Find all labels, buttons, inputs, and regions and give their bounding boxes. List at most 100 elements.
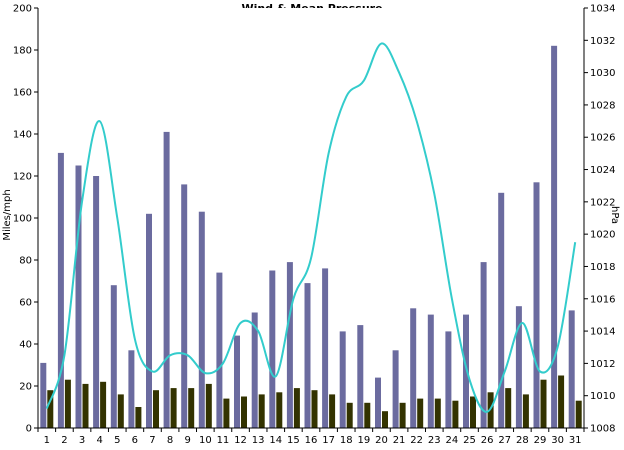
- bar-wind-run: [110, 285, 117, 428]
- x-tick-label: 10: [199, 435, 212, 446]
- x-tick-label: 28: [516, 435, 529, 446]
- x-tick-label: 16: [305, 435, 318, 446]
- axes: 0204060801001201401601802001008101010121…: [13, 4, 616, 447]
- bar-max-gust: [223, 398, 230, 428]
- bar-max-gust: [47, 390, 54, 428]
- x-tick-label: 24: [446, 435, 459, 446]
- bar-wind-run: [146, 213, 152, 428]
- bar-wind-run: [392, 350, 399, 428]
- y-tick-label: 0: [26, 424, 32, 435]
- x-tick-label: 6: [132, 435, 138, 446]
- bar-max-gust: [558, 375, 565, 428]
- y2-tick-label: 1014: [590, 327, 615, 338]
- bar-max-gust: [575, 400, 582, 428]
- bar-wind-run: [568, 310, 575, 428]
- y2-tick-label: 1016: [590, 294, 615, 305]
- bar-max-gust: [329, 394, 336, 428]
- x-tick-label: 19: [357, 435, 370, 446]
- bar-max-gust: [417, 398, 424, 428]
- bar-max-gust: [399, 402, 406, 428]
- x-tick-label: 17: [322, 435, 335, 446]
- bar-wind-run: [498, 192, 505, 428]
- bar-max-gust: [241, 396, 247, 428]
- bar-max-gust: [470, 396, 476, 428]
- x-tick-label: 8: [167, 435, 173, 446]
- x-tick-label: 1: [44, 435, 50, 446]
- bar-max-gust: [82, 383, 89, 428]
- x-tick-label: 30: [551, 435, 564, 446]
- y2-tick-label: 1012: [590, 359, 615, 370]
- y2-tick-label: 1020: [590, 230, 615, 241]
- x-tick-label: 29: [534, 435, 547, 446]
- bar-wind-run: [533, 182, 540, 428]
- bar-wind-run: [410, 308, 417, 428]
- y-tick-label: 100: [13, 214, 32, 225]
- bar-wind-run: [551, 45, 558, 429]
- x-tick-label: 4: [96, 435, 102, 446]
- x-tick-label: 15: [287, 435, 300, 446]
- bar-max-gust: [170, 388, 177, 428]
- x-tick-label: 21: [393, 435, 406, 446]
- x-tick-label: 5: [114, 435, 120, 446]
- bar-max-gust: [258, 394, 265, 428]
- y2-tick-label: 1034: [590, 4, 615, 15]
- bar-wind-run: [198, 211, 205, 428]
- bar-max-gust: [311, 390, 318, 428]
- y2-tick-label: 1010: [590, 391, 615, 402]
- bar-max-gust: [346, 402, 353, 428]
- bar-wind-run: [181, 184, 188, 428]
- x-tick-label: 3: [79, 435, 85, 446]
- x-tick-label: 18: [340, 435, 353, 446]
- bar-wind-run: [57, 152, 64, 428]
- y2-tick-label: 1024: [590, 165, 615, 176]
- bar-wind-run: [75, 165, 82, 428]
- bar-max-gust: [153, 390, 159, 428]
- bar-wind-run: [339, 331, 346, 428]
- bar-wind-run: [269, 270, 276, 428]
- bar-wind-run: [163, 131, 170, 428]
- bar-wind-run: [463, 314, 469, 428]
- y-tick-label: 20: [19, 382, 32, 393]
- y2-tick-label: 1026: [590, 133, 615, 144]
- bar-max-gust: [117, 394, 124, 428]
- bar-max-gust: [293, 388, 300, 428]
- bar-wind-run: [128, 350, 135, 428]
- x-tick-label: 23: [428, 435, 441, 446]
- bar-max-gust: [135, 407, 142, 428]
- x-tick-label: 7: [149, 435, 155, 446]
- bar-wind-run: [515, 306, 522, 428]
- bar-wind-run: [427, 314, 434, 428]
- x-tick-label: 27: [498, 435, 511, 446]
- y-tick-label: 160: [13, 88, 32, 99]
- bar-max-gust: [434, 398, 441, 428]
- y-tick-label: 120: [13, 172, 32, 183]
- bar-max-gust: [64, 379, 71, 428]
- y-tick-label: 180: [13, 46, 32, 57]
- bar-wind-run: [216, 272, 223, 428]
- bar-max-gust: [188, 388, 195, 428]
- bar-wind-run: [40, 362, 47, 428]
- bar-wind-run: [286, 262, 293, 428]
- y2-tick-label: 1030: [590, 68, 615, 79]
- y2-tick-label: 1032: [590, 36, 615, 47]
- y2-tick-label: 1022: [590, 197, 615, 208]
- bar-max-gust: [522, 394, 529, 428]
- x-tick-label: 20: [375, 435, 388, 446]
- x-tick-label: 25: [463, 435, 476, 446]
- y2-tick-label: 1028: [590, 100, 615, 111]
- bar-wind-run: [357, 325, 364, 428]
- y-tick-label: 200: [13, 4, 32, 15]
- bar-max-gust: [100, 381, 107, 428]
- y-tick-label: 60: [19, 298, 32, 309]
- x-tick-label: 12: [234, 435, 247, 446]
- bar-max-gust: [540, 379, 547, 428]
- bar-wind-run: [93, 176, 100, 428]
- bar-wind-run: [251, 312, 258, 428]
- bar-max-gust: [452, 400, 459, 428]
- data-marks: [40, 42, 582, 429]
- y-tick-label: 80: [19, 256, 32, 267]
- y2-tick-label: 1018: [590, 262, 615, 273]
- bar-max-gust: [382, 411, 388, 428]
- x-tick-label: 11: [217, 435, 230, 446]
